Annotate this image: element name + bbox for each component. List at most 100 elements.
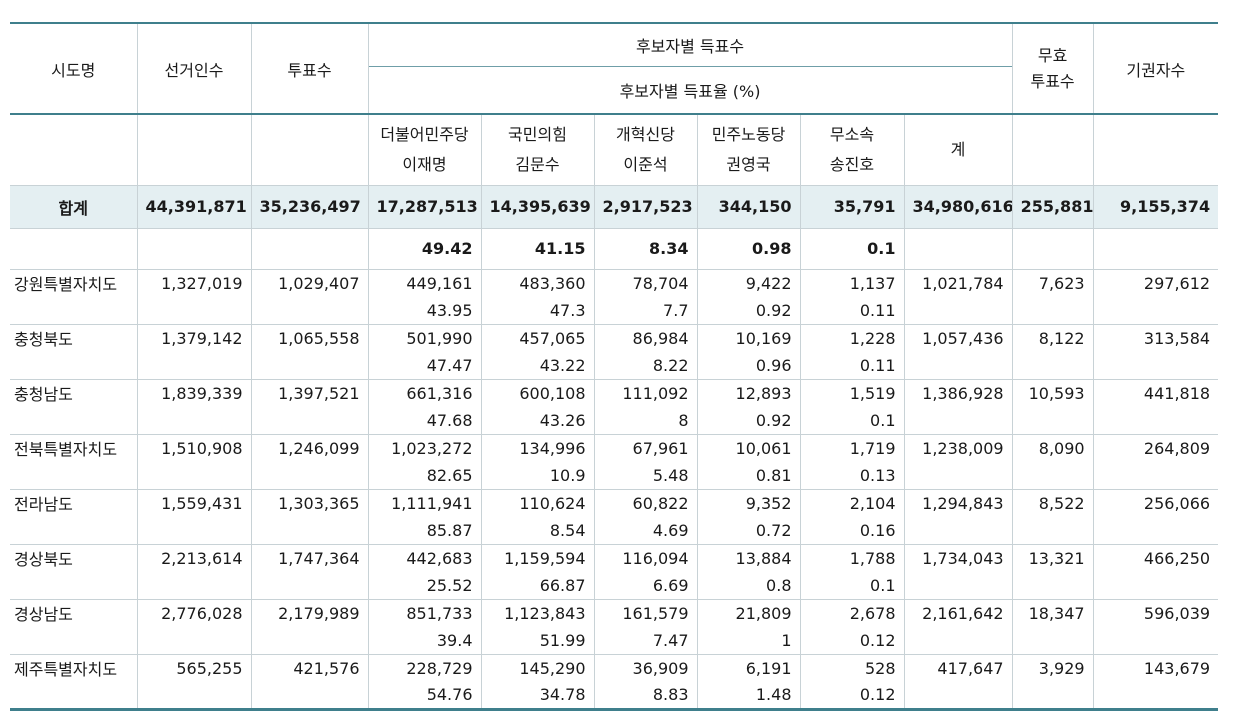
invalid-cell: 8,090 bbox=[1011, 433, 1094, 462]
table-row: 경상북도 2,213,614 1,747,364 442,683 1,159,594 11… bbox=[10, 543, 1219, 572]
cell-empty bbox=[250, 407, 368, 434]
summary-pct-5: 0.1 bbox=[799, 227, 904, 269]
candidate-1-votes: 1,023,272 bbox=[367, 433, 481, 462]
cell-empty bbox=[1011, 227, 1094, 269]
invalid-cell: 13,321 bbox=[1011, 543, 1094, 572]
cell-empty bbox=[136, 407, 251, 434]
summary-total: 34,980,616 bbox=[903, 184, 1013, 228]
abstain-cell: 313,584 bbox=[1092, 323, 1219, 352]
summary-label: 합계 bbox=[10, 184, 137, 228]
candidate-2-pct: 51.99 bbox=[480, 627, 594, 654]
invalid-cell: 10,593 bbox=[1011, 378, 1094, 407]
candidate-name: 김문수 bbox=[515, 154, 560, 174]
header-candidate-2: 국민의힘 김문수 bbox=[480, 113, 594, 185]
summary-row: 합계 44,391,871 35,236,497 17,287,513 14,3… bbox=[10, 184, 1219, 228]
cell-empty bbox=[903, 517, 1013, 544]
header-candidate-rate: 후보자별 득표율 (%) bbox=[367, 65, 1013, 114]
cell-empty bbox=[250, 462, 368, 489]
candidate-5-votes: 1,137 bbox=[799, 268, 904, 297]
abstain-cell: 466,250 bbox=[1092, 543, 1219, 572]
summary-votes: 35,236,497 bbox=[250, 184, 368, 228]
election-results-table: 시도명 선거인수 투표수 후보자별 득표수 무효 투표수 기권자수 후보자별 득… bbox=[10, 22, 1219, 711]
votes-cell: 421,576 bbox=[250, 653, 368, 682]
candidate-5-votes: 1,519 bbox=[799, 378, 904, 407]
candidate-1-pct: 25.52 bbox=[367, 572, 481, 599]
candidate-4-votes: 13,884 bbox=[696, 543, 800, 572]
abstain-cell: 441,818 bbox=[1092, 378, 1219, 407]
candidate-3-pct: 8.22 bbox=[593, 352, 697, 379]
header-empty bbox=[1092, 113, 1219, 185]
header-total: 계 bbox=[903, 113, 1013, 185]
cell-empty bbox=[1092, 227, 1219, 269]
total-cell: 1,294,843 bbox=[903, 488, 1013, 517]
header-empty bbox=[1011, 113, 1094, 185]
abstain-cell: 297,612 bbox=[1092, 268, 1219, 297]
cell-empty bbox=[1092, 462, 1219, 489]
candidate-3-pct: 7.47 bbox=[593, 627, 697, 654]
candidate-5-votes: 2,678 bbox=[799, 598, 904, 627]
candidate-name: 송진호 bbox=[829, 154, 875, 174]
header-row-3: 더불어민주당 이재명 국민의힘 김문수 개혁신당 이준석 민주노동당 권영국 무소속 송진… bbox=[10, 113, 1219, 185]
candidate-3-pct: 6.69 bbox=[593, 572, 697, 599]
candidate-5-pct: 0.1 bbox=[799, 572, 904, 599]
table-row: 전북특별자치도 1,510,908 1,246,099 1,023,272 134,99… bbox=[10, 433, 1219, 462]
cell-empty bbox=[903, 682, 1013, 711]
cell-empty bbox=[1011, 352, 1094, 379]
cell-empty bbox=[1011, 627, 1094, 654]
candidate-1-pct: 47.47 bbox=[367, 352, 481, 379]
summary-pct-4: 0.98 bbox=[696, 227, 800, 269]
candidate-1-votes: 449,161 bbox=[367, 268, 481, 297]
candidate-1-pct: 43.95 bbox=[367, 297, 481, 324]
votes-cell: 1,397,521 bbox=[250, 378, 368, 407]
candidate-2-pct: 47.3 bbox=[480, 297, 594, 324]
candidate-3-pct: 8.83 bbox=[593, 682, 697, 711]
cell-empty bbox=[903, 297, 1013, 324]
candidate-4-pct: 0.72 bbox=[696, 517, 800, 544]
total-cell: 1,238,009 bbox=[903, 433, 1013, 462]
candidate-2-pct: 43.22 bbox=[480, 352, 594, 379]
candidate-3-votes: 36,909 bbox=[593, 653, 697, 682]
cell-empty bbox=[250, 682, 368, 711]
total-cell: 1,057,436 bbox=[903, 323, 1013, 352]
header-region: 시도명 bbox=[51, 60, 96, 80]
summary-pct-3: 8.34 bbox=[593, 227, 697, 269]
abstain-cell: 256,066 bbox=[1092, 488, 1219, 517]
header-invalid-line1: 무효 bbox=[1037, 45, 1068, 65]
header-row-2: 후보자별 득표율 (%) bbox=[10, 65, 1218, 114]
cell-empty bbox=[903, 572, 1013, 599]
candidate-5-votes: 2,104 bbox=[799, 488, 904, 517]
header-empty bbox=[250, 113, 368, 185]
cell-empty bbox=[1092, 517, 1219, 544]
summary-electorate: 44,391,871 bbox=[136, 184, 251, 228]
candidate-3-votes: 78,704 bbox=[593, 268, 697, 297]
candidate-4-votes: 10,061 bbox=[696, 433, 800, 462]
summary-pct-2: 41.15 bbox=[480, 227, 594, 269]
election-results-table-container: 시도명 선거인수 투표수 후보자별 득표수 무효 투표수 기권자수 후보자별 득… bbox=[10, 22, 1219, 711]
cell-empty bbox=[136, 572, 251, 599]
cell-empty bbox=[250, 517, 368, 544]
abstain-cell: 264,809 bbox=[1092, 433, 1219, 462]
candidate-party: 무소속 bbox=[829, 124, 875, 144]
header-empty bbox=[10, 113, 137, 185]
cell-empty bbox=[136, 462, 251, 489]
table-row-pct: 43.95 47.3 7.7 0.92 0.11 bbox=[10, 297, 1219, 324]
cell-empty bbox=[1011, 407, 1094, 434]
invalid-cell: 7,623 bbox=[1011, 268, 1094, 297]
summary-candidate-5: 35,791 bbox=[799, 184, 904, 228]
header-abstain: 기권자수 bbox=[1092, 23, 1219, 114]
candidate-2-votes: 134,996 bbox=[480, 433, 594, 462]
table-row-pct: 82.65 10.9 5.48 0.81 0.13 bbox=[10, 462, 1219, 489]
cell-empty bbox=[1092, 682, 1219, 711]
cell-empty bbox=[1092, 627, 1219, 654]
electorate-cell: 1,327,019 bbox=[136, 268, 251, 297]
candidate-1-pct: 39.4 bbox=[367, 627, 481, 654]
candidate-3-votes: 161,579 bbox=[593, 598, 697, 627]
region-cell: 경상남도 bbox=[10, 598, 137, 627]
candidate-4-votes: 21,809 bbox=[696, 598, 800, 627]
candidate-4-pct: 1 bbox=[696, 627, 800, 654]
region-cell: 경상북도 bbox=[10, 543, 137, 572]
summary-pct-row: 49.42 41.15 8.34 0.98 0.1 bbox=[10, 227, 1219, 269]
table-row: 강원특별자치도 1,327,019 1,029,407 449,161 483,360 7… bbox=[10, 268, 1219, 297]
total-cell: 417,647 bbox=[903, 653, 1013, 682]
